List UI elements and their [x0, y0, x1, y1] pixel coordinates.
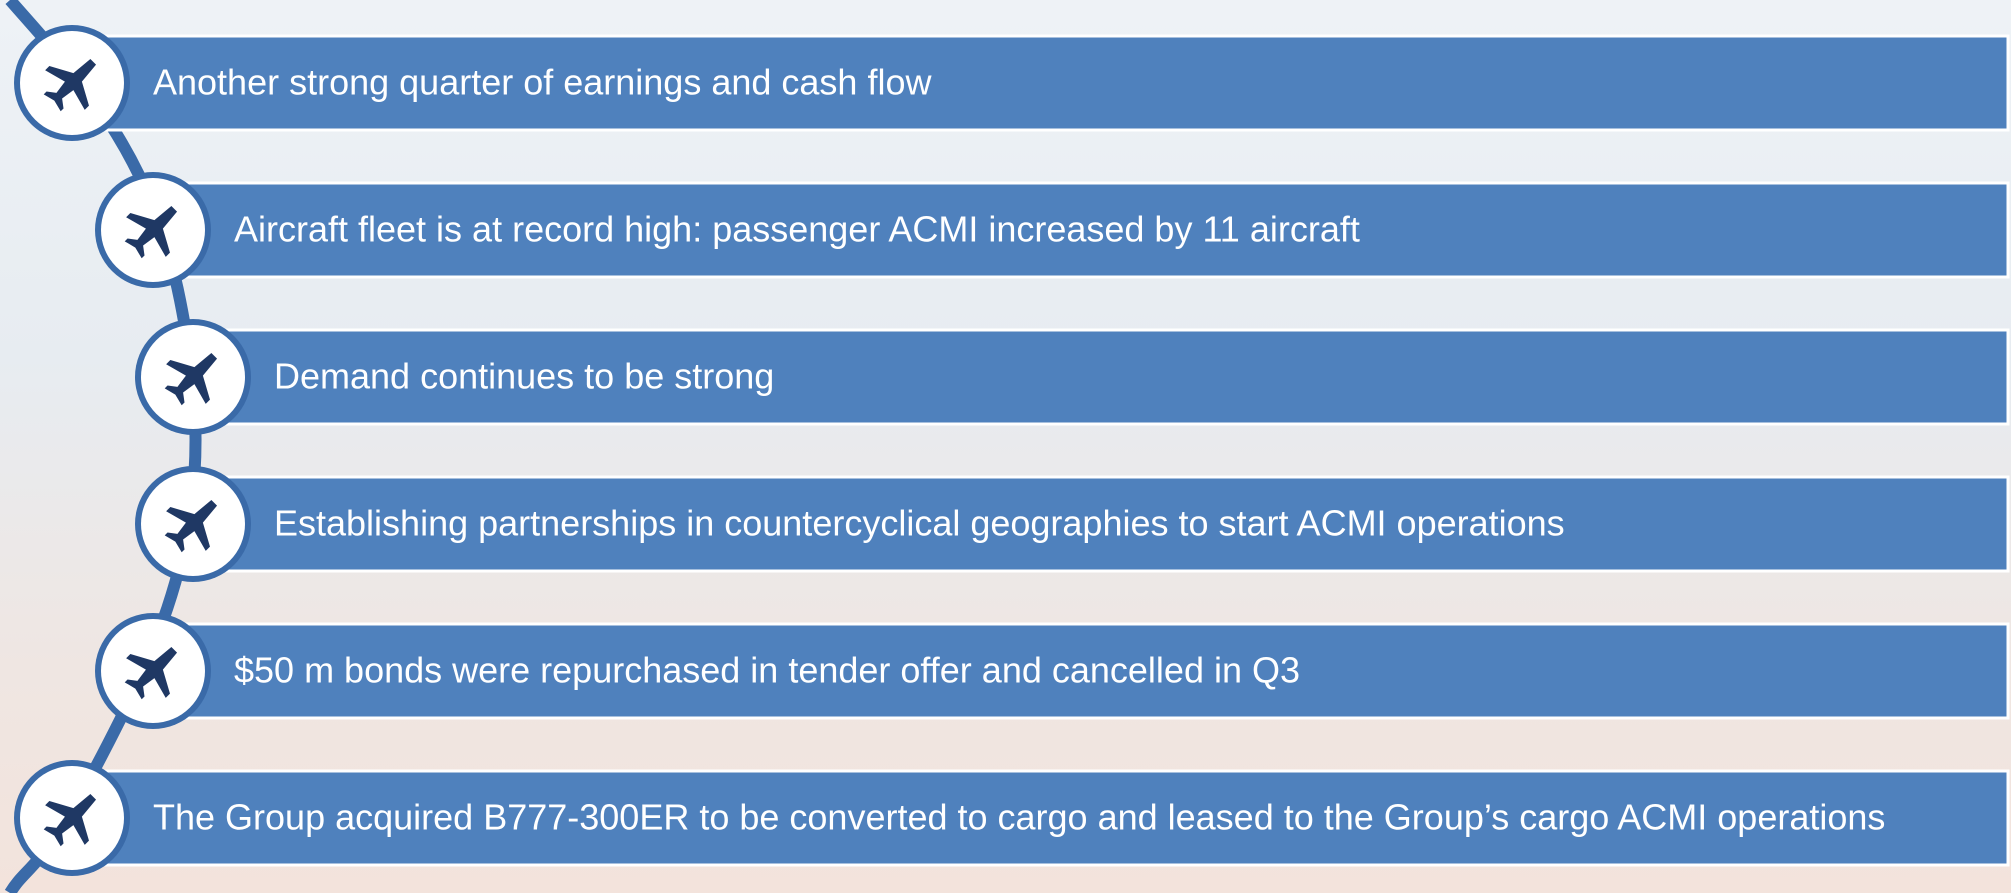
row-text: $50 m bonds were repurchased in tender o…	[234, 650, 1300, 691]
row-text: The Group acquired B777-300ER to be conv…	[153, 797, 1885, 838]
row-text: Demand continues to be strong	[274, 356, 774, 397]
curve	[10, 0, 196, 893]
timeline: Another strong quarter of earnings and c…	[0, 0, 2011, 893]
slide: Another strong quarter of earnings and c…	[0, 0, 2011, 893]
row-text: Another strong quarter of earnings and c…	[153, 62, 932, 103]
row-text: Aircraft fleet is at record high: passen…	[234, 209, 1360, 250]
row-text: Establishing partnerships in countercycl…	[274, 503, 1565, 544]
